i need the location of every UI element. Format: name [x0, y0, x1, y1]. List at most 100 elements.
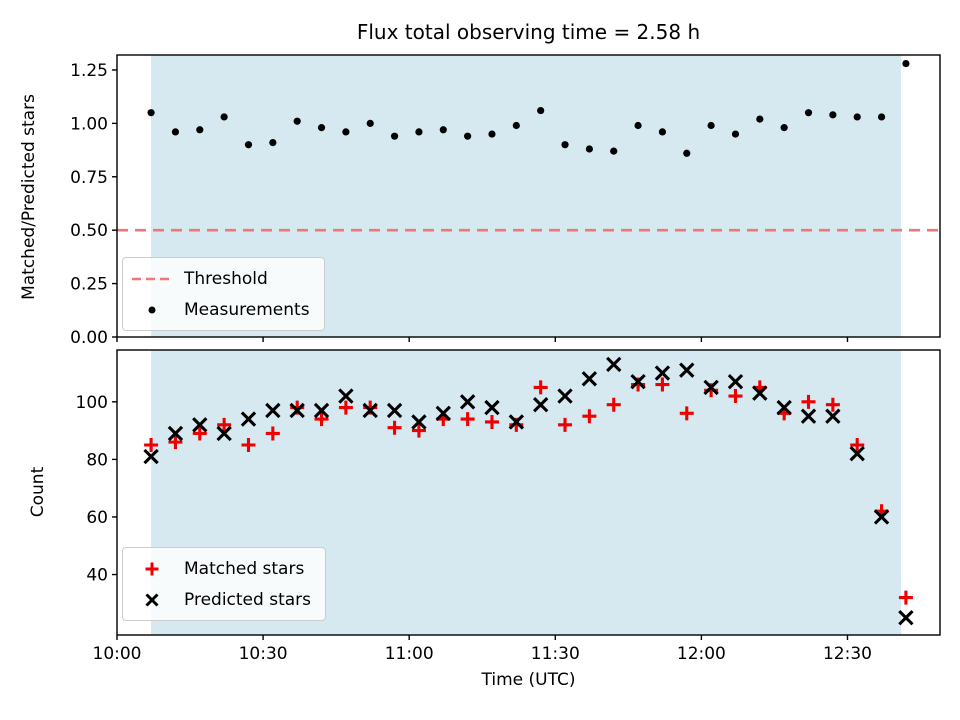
- matched-stars-point: [387, 420, 402, 435]
- measurement-point: [634, 121, 642, 130]
- top-legend: Threshold Measurements: [122, 257, 325, 331]
- predicted-stars-point: [240, 411, 257, 427]
- measurement-point: [244, 141, 253, 149]
- figure-title: Flux total observing time = 2.58 h: [356, 20, 701, 44]
- y-tick-label: 80: [86, 450, 108, 470]
- measurement-point: [707, 121, 715, 130]
- predicted-stars-point: [459, 394, 476, 410]
- measurement-point: [488, 130, 496, 138]
- matched-stars-point: [558, 417, 573, 432]
- y-tick-label: 60: [86, 508, 108, 528]
- predicted-stars-point: [849, 445, 865, 462]
- matched-stars-point: [265, 426, 280, 441]
- matched-stars-point: [533, 380, 548, 395]
- matched-plus-sample: [132, 561, 172, 577]
- matched-stars-point: [241, 438, 256, 452]
- y-tick-label: 0.00: [70, 328, 108, 348]
- predicted-stars-point: [508, 414, 525, 430]
- matched-stars-point: [825, 397, 840, 412]
- predicted-stars-point: [606, 356, 622, 373]
- matched-stars-point: [679, 406, 694, 421]
- measurement-point: [366, 119, 374, 127]
- measurement-point: [220, 113, 228, 121]
- matched-stars-point: [314, 412, 329, 427]
- measurement-point: [464, 132, 472, 140]
- matched-stars-point: [168, 435, 183, 450]
- predicted-stars-point: [727, 373, 744, 390]
- predicted-stars-point: [776, 399, 792, 416]
- predicted-stars-point: [654, 365, 671, 381]
- matched-stars-point: [192, 426, 207, 441]
- bottom-legend: Matched stars Predicted stars: [122, 547, 326, 621]
- y-tick-label: 100: [76, 393, 108, 413]
- predicted-stars-point: [386, 402, 403, 419]
- predicted-stars-point: [679, 362, 695, 378]
- count-axis-label: Count: [28, 466, 48, 518]
- measurement-dot-sample: [132, 304, 172, 316]
- matched-stars-point: [801, 394, 816, 409]
- predicted-stars-point: [532, 397, 549, 413]
- legend-label-predicted-stars: Predicted stars: [184, 589, 311, 610]
- predicted-stars-point: [289, 402, 305, 419]
- axes-frame: [116, 54, 941, 338]
- predicted-stars-point: [800, 408, 817, 424]
- measurement-point: [537, 106, 545, 115]
- predicted-stars-point: [216, 425, 232, 442]
- predicted-stars-point: [167, 425, 184, 442]
- measurement-point: [512, 121, 520, 130]
- measurement-point: [610, 147, 618, 155]
- matched-stars-point: [484, 414, 499, 429]
- measurement-point: [658, 128, 667, 136]
- legend-entry-threshold: Threshold: [132, 265, 310, 292]
- measurement-point: [147, 109, 155, 117]
- matched-stars-point: [850, 438, 865, 452]
- predicted-stars-point: [435, 405, 451, 422]
- matched-stars-point: [606, 397, 621, 412]
- matched-stars-point: [144, 438, 159, 452]
- matched-stars-point: [338, 400, 353, 415]
- y-tick-label: 0.75: [70, 168, 108, 188]
- predicted-stars-point: [338, 388, 354, 404]
- predicted-stars-point: [873, 509, 890, 525]
- predicted-stars-point: [265, 402, 281, 419]
- measurement-point: [415, 128, 423, 136]
- x-tick-label: 12:00: [677, 644, 726, 664]
- x-tick-label: 12:30: [823, 644, 872, 664]
- matched-stars-point: [898, 590, 913, 605]
- measurement-point: [756, 115, 764, 123]
- y-tick-label: 0.50: [70, 221, 108, 241]
- measurement-point: [317, 124, 326, 132]
- legend-entry-measurements: Measurements: [132, 296, 310, 323]
- legend-label-measurements: Measurements: [184, 299, 310, 320]
- predicted-stars-point: [484, 399, 500, 416]
- measurement-point: [342, 128, 350, 136]
- measurement-point: [877, 113, 886, 121]
- measurement-point: [293, 117, 301, 125]
- measurement-point: [585, 145, 593, 153]
- matched-stars-point: [460, 412, 475, 427]
- predicted-stars-point: [557, 388, 573, 404]
- measurement-point: [902, 59, 910, 68]
- legend-entry-matched-stars: Matched stars: [132, 555, 311, 582]
- threshold-dash-sample: [132, 276, 172, 282]
- measurement-point: [439, 126, 447, 134]
- x-tick-label: 10:30: [239, 644, 288, 664]
- measurement-point: [269, 138, 277, 147]
- predicted-stars-point: [825, 408, 841, 424]
- measurement-point: [390, 132, 399, 140]
- measurement-point: [196, 126, 204, 134]
- predicted-stars-point: [362, 402, 378, 419]
- predicted-stars-point: [752, 385, 768, 401]
- legend-label-matched-stars: Matched stars: [184, 558, 305, 579]
- measurement-point: [171, 128, 180, 136]
- legend-entry-predicted-stars: Predicted stars: [132, 586, 311, 613]
- predicted-stars-point: [581, 371, 598, 387]
- x-tick-label: 11:30: [531, 644, 580, 664]
- measurement-point: [804, 109, 813, 117]
- matched-stars-point: [217, 417, 232, 432]
- predicted-stars-point: [192, 417, 208, 433]
- matched-stars-point: [655, 377, 670, 392]
- predicted-stars-point: [898, 610, 914, 626]
- predicted-stars-point: [143, 448, 159, 465]
